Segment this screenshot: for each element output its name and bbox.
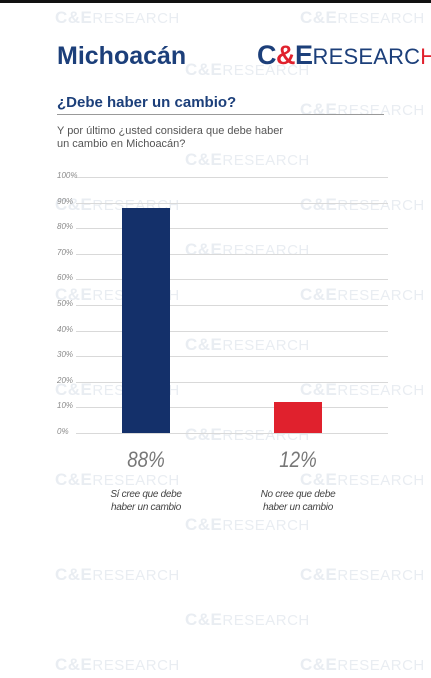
watermark: C&ERESEARCH [185,610,310,629]
watermark: C&ERESEARCH [185,60,310,79]
gridline [76,433,388,434]
bar-si [122,207,170,433]
question-text: Y por último ¿usted considera que debe h… [57,125,284,150]
y-tick-label: 20% [57,375,74,385]
watermark: C&ERESEARCH [185,150,310,169]
y-tick-label: 90% [57,196,74,206]
watermark: C&ERESEARCH [300,380,425,399]
y-tick-label: 100% [57,171,78,180]
category-label: Sí cree que debe haber un cambio [110,489,182,513]
gridline [76,253,388,255]
watermark: C&ERESEARCH [55,655,180,674]
category-label: No cree que debe haber un cambio [260,489,336,513]
watermark: C&ERESEARCH [55,8,180,27]
gridline [76,356,388,358]
watermark: C&ERESEARCH [185,240,310,259]
value-label: 12% [279,447,317,472]
gridline [76,381,388,383]
divider [57,114,384,115]
y-tick-label: 70% [57,247,74,257]
y-tick-label: 60% [57,273,74,283]
watermark: C&ERESEARCH [185,335,310,354]
watermark: C&ERESEARCH [185,515,310,534]
gridline [76,202,388,204]
gridline [76,177,388,178]
watermark: C&ERESEARCH [300,285,425,304]
watermark: C&ERESEARCH [300,195,425,214]
y-tick-label: 80% [57,222,74,232]
gridline [76,330,388,332]
y-tick-label: 50% [57,299,74,308]
y-tick-label: 40% [57,324,74,334]
watermark: C&ERESEARCH [300,470,425,489]
watermark: C&ERESEARCH [300,8,425,27]
watermark: C&ERESEARCH [55,565,180,584]
y-tick-label: 10% [57,401,74,411]
gridline [76,407,388,409]
gridline [76,279,388,281]
gridline [76,305,388,306]
watermark: C&ERESEARCH [300,655,425,674]
y-tick-label: 0% [57,427,69,436]
watermark: C&ERESEARCH [300,565,425,584]
value-label: 88% [127,447,165,472]
y-tick-label: 30% [57,350,74,360]
top-border [0,0,431,3]
watermark: C&ERESEARCH [300,100,425,119]
bar-no [274,402,322,433]
page-title: Michoacán [57,42,187,70]
watermark: C&ERESEARCH [55,470,180,489]
brand-logo: C&ERESEARCH [257,40,431,70]
question-heading: ¿Debe haber un cambio? [57,94,237,111]
gridline [76,228,388,230]
